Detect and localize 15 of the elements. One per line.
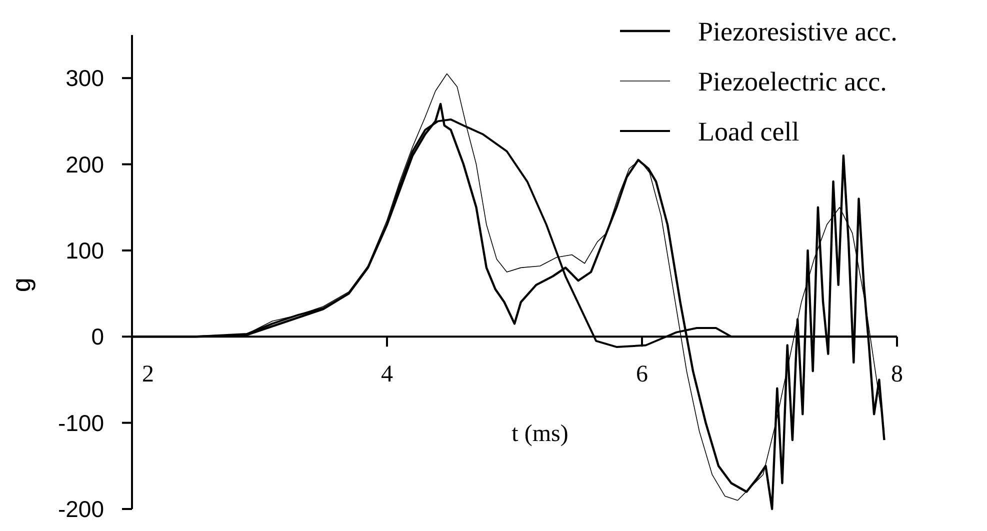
y-tick-label: 300 bbox=[66, 65, 104, 92]
x-tick-label: 8 bbox=[891, 362, 903, 388]
y-tick-label: 200 bbox=[66, 151, 104, 178]
y-tick-label: -200 bbox=[58, 496, 104, 522]
y-axis-title: g bbox=[6, 278, 36, 292]
x-axis-title: t (ms) bbox=[512, 420, 568, 447]
y-tick-label: 0 bbox=[91, 324, 104, 350]
x-tick-label: 6 bbox=[636, 362, 648, 388]
y-tick-label: 100 bbox=[66, 238, 104, 264]
x-tick-label: 2 bbox=[142, 362, 154, 388]
x-tick-label: 4 bbox=[381, 362, 393, 388]
legend-label: Piezoresistive acc. bbox=[698, 16, 898, 46]
y-tick-label: -100 bbox=[58, 410, 104, 436]
legend-label: Piezoelectric acc. bbox=[698, 66, 887, 96]
legend-label: Load cell bbox=[698, 116, 800, 146]
